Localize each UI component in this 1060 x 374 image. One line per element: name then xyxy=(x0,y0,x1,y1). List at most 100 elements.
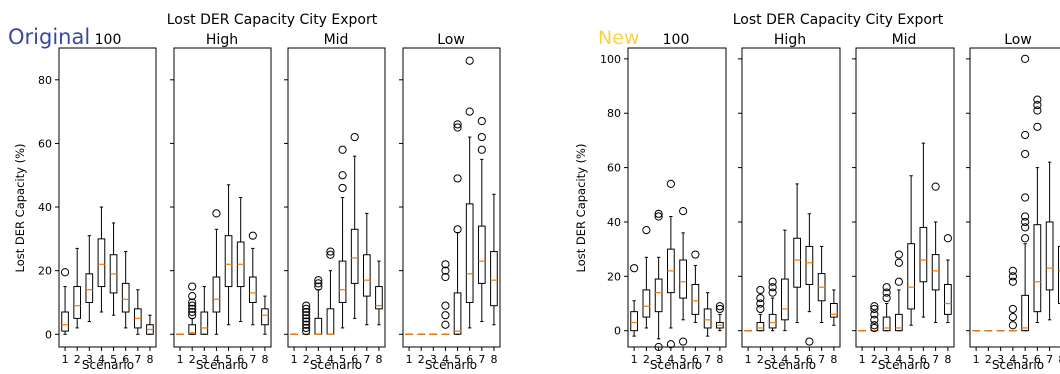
original-y-tick-label: 40 xyxy=(38,201,52,214)
new-panel-high-frame xyxy=(741,47,841,348)
new-panel-high-x-tick-label: 3 xyxy=(769,353,776,366)
original-panel-title-mid: Mid xyxy=(324,32,349,48)
new-x-axis-label-mid: Scenario xyxy=(878,358,930,372)
original-panel-high-x-tick-label: 7 xyxy=(249,353,256,366)
original-panel-mid-box-5-flier xyxy=(338,171,347,180)
new-panel-mid-box-4-flier xyxy=(894,277,903,286)
original-panel-low-box-4-flier xyxy=(441,301,450,310)
new-panel-low-box-5-flier xyxy=(1021,149,1030,159)
new-panel-low-x-tick-label: 6 xyxy=(1034,353,1041,366)
new-panel-mid-box-2-flier xyxy=(870,315,879,324)
original-panel-mid-x-tick-label: 3 xyxy=(315,353,322,366)
original-panel-low-box-4-flier xyxy=(441,266,450,275)
new-panel-low-box-6-flier xyxy=(1033,106,1042,115)
new-panel-mid-x-tick-label: 2 xyxy=(871,353,878,366)
original-panel-mid-box-6-body xyxy=(350,228,359,284)
original-y-tick-label: 20 xyxy=(38,265,52,278)
original-panel-mid-frame xyxy=(287,47,386,348)
new-panel-low-x-tick-label: 4 xyxy=(1009,353,1016,366)
original-panel-mid-box-2-flier xyxy=(302,307,311,317)
original-panel-high-box-2-flier xyxy=(188,307,197,317)
new-panel-low-box-7-body xyxy=(1045,221,1054,291)
original-panel-mid-x-tick-label: 8 xyxy=(375,353,382,366)
original-x-axis-label-high: Scenario xyxy=(196,358,248,372)
new-panel-100-box-2-body xyxy=(642,289,651,318)
original-panel-mid-x-tick-label: 4 xyxy=(327,353,334,366)
original-panel-100-x-tick-label: 2 xyxy=(74,353,81,366)
new-panel-mid-box-4-flier xyxy=(894,258,903,267)
original-panel-mid-x-tick-label: 2 xyxy=(303,353,310,366)
original-panel-low-box-5-flier xyxy=(453,225,462,234)
original-panel-high-box-7-body xyxy=(248,276,257,303)
new-panel-mid-box-2-flier xyxy=(870,304,879,314)
new-panel-high-x-tick-label: 1 xyxy=(745,353,752,366)
original-panel-mid-box-2-flier xyxy=(302,320,311,329)
new-panel-low-box-6-body xyxy=(1033,224,1042,313)
new-panel-title-low: Low xyxy=(1004,32,1032,48)
new-y-axis-label: Lost DER Capacity (%) xyxy=(574,144,588,273)
original-x-axis-label-mid: Scenario xyxy=(310,358,362,372)
new-panel-mid-box-7-body xyxy=(931,254,940,291)
new-y-tick-label: 60 xyxy=(607,162,621,175)
original-y-tick-label: 60 xyxy=(38,137,52,150)
new-panel-low-box-6-flier xyxy=(1033,122,1042,131)
original-panel-low-box-8-body xyxy=(490,251,498,307)
new-panel-mid-box-2-flier xyxy=(870,302,879,311)
original-panel-low-x-tick-label: 7 xyxy=(478,353,485,366)
original-panel-high-box-2-flier xyxy=(188,282,197,291)
original-panel-mid-box-7-body xyxy=(362,254,371,297)
new-panel-high-x-tick-label: 5 xyxy=(794,353,801,366)
new-panel-mid-box-3-flier xyxy=(882,283,891,292)
new-panel-mid-x-tick-label: 3 xyxy=(883,353,890,366)
new-y-tick-label: 100 xyxy=(600,53,621,66)
new-panel-low-box-5-flier xyxy=(1021,217,1030,227)
new-panel-low-box-4-flier xyxy=(1008,321,1017,330)
original-panel-high-box-8-body xyxy=(261,308,269,326)
new-panel-mid-x-tick-label: 6 xyxy=(920,353,927,366)
original-panel-mid-box-2-flier xyxy=(302,301,311,310)
new-panel-low-box-5-flier xyxy=(1021,130,1030,140)
original-panel-high-frame xyxy=(173,47,272,348)
new-panel-mid-box-4-flier xyxy=(894,250,903,259)
new-panel-low-box-6-flier xyxy=(1033,95,1042,104)
original-panel-mid-box-4-flier xyxy=(326,247,335,256)
original-panel-100-box-6-body xyxy=(121,282,130,313)
new-panel-mid-box-3-flier xyxy=(882,293,891,303)
new-panel-100-box-7-body xyxy=(703,308,712,329)
new-panel-high-box-3-flier xyxy=(768,283,777,292)
original-panel-100-box-1-flier xyxy=(60,268,70,277)
original-panel-mid-box-3-flier xyxy=(314,279,323,288)
original-panel-100-x-tick-label: 3 xyxy=(86,353,93,366)
original-panel-high-x-tick-label: 3 xyxy=(201,353,208,366)
original-y-tick-label: 80 xyxy=(38,74,52,87)
new-panel-100-x-tick-label: 3 xyxy=(655,353,662,366)
new-panel-high-box-8-body xyxy=(830,303,838,318)
original-panel-mid-box-2-flier xyxy=(302,304,311,313)
original-panel-low-box-5-body xyxy=(453,292,462,335)
original-panel-100-x-tick-label: 4 xyxy=(98,353,105,366)
original-panel-low-box-5-flier xyxy=(453,174,462,183)
new-panel-100-box-3-flier xyxy=(654,212,663,221)
original-panel-100-x-tick-label: 7 xyxy=(134,353,141,366)
new-panel-100-box-4-flier xyxy=(666,179,675,189)
original-panel-low-x-tick-label: 6 xyxy=(466,353,473,366)
original-panel-low-box-5-flier xyxy=(453,120,462,129)
new-panel-high-box-2-flier xyxy=(756,304,765,314)
new-panel-low-x-tick-label: 5 xyxy=(1022,353,1029,366)
original-panel-low-x-tick-label: 1 xyxy=(406,353,413,366)
new-panel-100-box-4-flier xyxy=(666,340,675,349)
new-x-axis-label-high: Scenario xyxy=(764,358,816,372)
new-panel-low-box-5-flier xyxy=(1021,212,1030,221)
original-panel-100-frame xyxy=(58,47,157,348)
original-panel-low-box-7-flier xyxy=(477,117,486,126)
new-panel-100-box-5-flier xyxy=(679,337,688,346)
original-panel-low-box-4-flier xyxy=(441,311,450,320)
original-panel-low-x-tick-label: 5 xyxy=(454,353,461,366)
original-panel-mid-x-tick-label: 6 xyxy=(351,353,358,366)
new-panel-high-x-tick-label: 2 xyxy=(757,353,764,366)
new-panel-100-frame xyxy=(627,47,727,348)
new-panel-low-box-4-flier xyxy=(1008,266,1017,275)
new-panel-mid-box-6-body xyxy=(919,226,928,283)
new-panel-high-box-3-body xyxy=(768,313,777,329)
